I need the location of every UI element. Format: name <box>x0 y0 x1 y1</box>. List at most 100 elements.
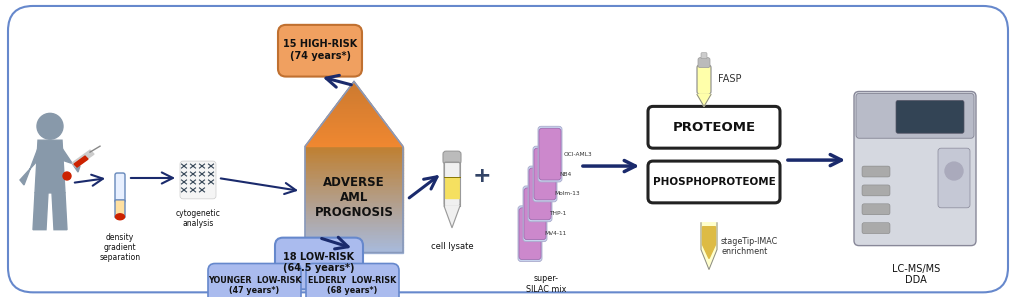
Polygon shape <box>319 125 388 127</box>
Polygon shape <box>305 178 403 181</box>
FancyBboxPatch shape <box>443 162 460 206</box>
Polygon shape <box>342 94 365 96</box>
Polygon shape <box>307 142 400 143</box>
Polygon shape <box>333 108 374 109</box>
Polygon shape <box>325 117 382 119</box>
FancyBboxPatch shape <box>537 126 561 182</box>
Text: +: + <box>472 166 491 186</box>
Polygon shape <box>305 221 403 223</box>
Polygon shape <box>340 98 367 99</box>
Polygon shape <box>74 156 88 167</box>
Polygon shape <box>305 170 403 173</box>
Polygon shape <box>336 103 371 104</box>
Polygon shape <box>345 91 362 93</box>
Polygon shape <box>306 143 401 145</box>
Polygon shape <box>305 205 403 208</box>
Polygon shape <box>315 132 392 134</box>
Polygon shape <box>318 127 389 129</box>
Polygon shape <box>305 226 403 229</box>
Polygon shape <box>305 213 403 216</box>
Polygon shape <box>696 94 710 106</box>
FancyBboxPatch shape <box>524 188 545 239</box>
FancyBboxPatch shape <box>278 25 362 77</box>
Polygon shape <box>62 148 79 172</box>
Polygon shape <box>305 184 403 186</box>
Polygon shape <box>305 176 403 178</box>
Polygon shape <box>305 168 403 170</box>
Text: THP-1: THP-1 <box>548 211 566 216</box>
Polygon shape <box>305 147 403 149</box>
Polygon shape <box>313 134 394 135</box>
FancyBboxPatch shape <box>647 161 780 203</box>
Polygon shape <box>324 119 383 120</box>
Polygon shape <box>305 245 403 247</box>
Polygon shape <box>343 93 364 94</box>
Text: density
gradient
separation: density gradient separation <box>99 233 141 263</box>
Polygon shape <box>316 130 391 132</box>
Polygon shape <box>310 138 397 140</box>
Circle shape <box>37 113 63 139</box>
Polygon shape <box>305 216 403 218</box>
Polygon shape <box>341 96 366 98</box>
Polygon shape <box>305 186 403 189</box>
Polygon shape <box>305 155 403 157</box>
Polygon shape <box>350 85 358 86</box>
FancyBboxPatch shape <box>534 148 555 200</box>
Polygon shape <box>305 189 403 192</box>
Polygon shape <box>346 90 361 91</box>
Polygon shape <box>305 223 403 226</box>
FancyBboxPatch shape <box>519 208 540 260</box>
Polygon shape <box>348 86 359 88</box>
Polygon shape <box>327 116 380 117</box>
Text: PHOSPHOPROTEOME: PHOSPHOPROTEOME <box>652 177 774 187</box>
Polygon shape <box>702 227 714 259</box>
Polygon shape <box>305 242 403 245</box>
FancyBboxPatch shape <box>518 206 541 262</box>
Polygon shape <box>335 104 372 106</box>
FancyBboxPatch shape <box>115 200 125 218</box>
Polygon shape <box>305 229 403 231</box>
Polygon shape <box>334 106 373 108</box>
FancyBboxPatch shape <box>697 58 709 68</box>
Polygon shape <box>329 112 378 114</box>
Polygon shape <box>305 160 403 162</box>
Polygon shape <box>305 234 403 237</box>
FancyBboxPatch shape <box>275 238 363 289</box>
Text: stageTip-IMAC
enrichment: stageTip-IMAC enrichment <box>720 237 777 256</box>
Polygon shape <box>305 192 403 194</box>
Polygon shape <box>443 206 460 228</box>
Polygon shape <box>305 145 403 147</box>
FancyBboxPatch shape <box>647 106 780 148</box>
Text: cell lysate: cell lysate <box>430 242 473 251</box>
FancyBboxPatch shape <box>523 186 546 242</box>
Polygon shape <box>700 223 716 269</box>
Polygon shape <box>72 150 94 167</box>
Text: LC-MS/MS
DDA: LC-MS/MS DDA <box>891 263 940 285</box>
Polygon shape <box>305 210 403 213</box>
Polygon shape <box>323 120 384 122</box>
Polygon shape <box>305 218 403 221</box>
Text: NB4: NB4 <box>558 172 571 176</box>
FancyBboxPatch shape <box>895 100 963 133</box>
Polygon shape <box>331 109 376 111</box>
Text: YOUNGER  LOW-RISK
(47 years*): YOUNGER LOW-RISK (47 years*) <box>208 276 301 295</box>
Polygon shape <box>305 173 403 176</box>
Text: Molm-13: Molm-13 <box>553 191 579 196</box>
Polygon shape <box>305 237 403 239</box>
Text: OCI-AML3: OCI-AML3 <box>564 152 592 157</box>
FancyBboxPatch shape <box>700 53 706 59</box>
Polygon shape <box>337 101 370 103</box>
FancyBboxPatch shape <box>696 65 710 94</box>
FancyBboxPatch shape <box>855 94 973 138</box>
Circle shape <box>944 162 962 180</box>
Polygon shape <box>305 181 403 184</box>
FancyBboxPatch shape <box>853 91 975 245</box>
FancyBboxPatch shape <box>208 263 301 299</box>
FancyBboxPatch shape <box>442 151 461 164</box>
Polygon shape <box>305 157 403 160</box>
Text: cytogenetic
analysis: cytogenetic analysis <box>175 209 220 228</box>
FancyBboxPatch shape <box>8 6 1007 292</box>
Polygon shape <box>20 148 38 185</box>
FancyBboxPatch shape <box>533 146 556 202</box>
Polygon shape <box>444 178 459 198</box>
